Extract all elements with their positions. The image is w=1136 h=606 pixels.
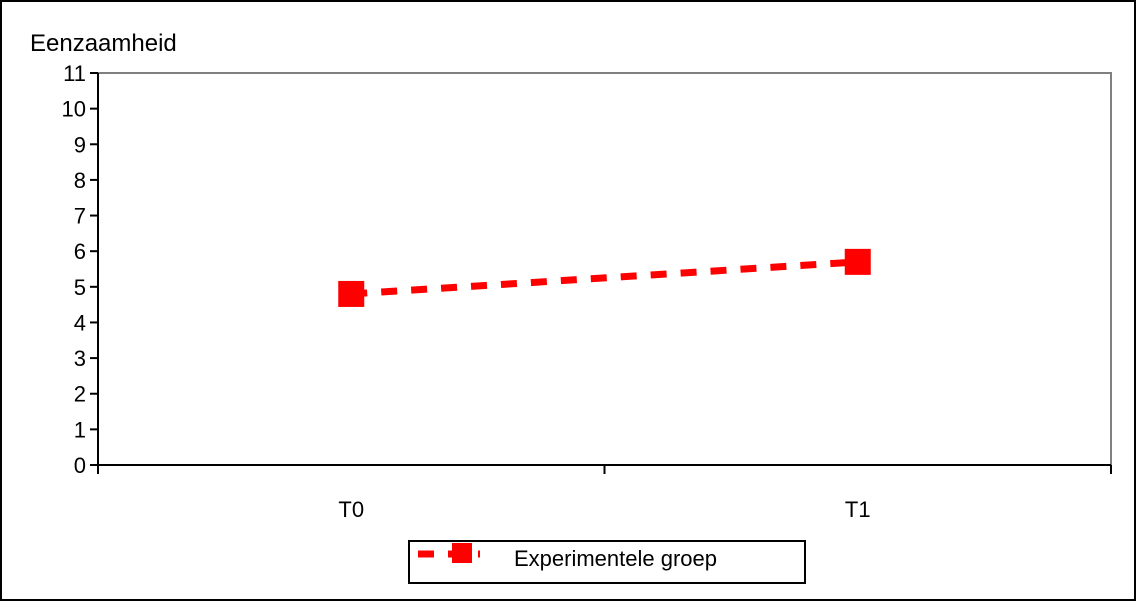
- plot-area: [97, 72, 1112, 466]
- legend-label: Experimentele groep: [514, 546, 717, 571]
- y-tick-label: 4: [74, 310, 86, 335]
- x-tick-label: T0: [338, 497, 364, 522]
- y-tick-label: 8: [74, 168, 86, 193]
- legend-box: [408, 540, 806, 584]
- y-tick-label: 11: [63, 61, 86, 86]
- y-tick-label: 7: [74, 204, 86, 229]
- y-axis-title: Eenzaamheid: [30, 30, 177, 57]
- series-layer: [338, 248, 871, 307]
- y-tick-label: 9: [74, 132, 86, 157]
- series-line: [351, 258, 858, 298]
- data-point-marker: [338, 280, 365, 307]
- y-tick-label: 3: [74, 346, 86, 371]
- y-tick-label: 2: [74, 382, 86, 407]
- y-tick-label: 1: [74, 417, 86, 442]
- data-point-marker: [844, 248, 871, 275]
- legend: Experimentele groep: [408, 540, 806, 584]
- x-tick-label: T1: [845, 497, 871, 522]
- legend-marker-sample: [452, 543, 472, 563]
- y-tick-label: 5: [74, 275, 86, 300]
- y-tick-label: 0: [74, 453, 86, 478]
- axes: 0 1 2 3 4 5 6 7 8 9 10 11 T0 T1: [62, 61, 1112, 522]
- y-tick-label: 10: [62, 97, 86, 122]
- y-tick-label: 6: [74, 239, 86, 264]
